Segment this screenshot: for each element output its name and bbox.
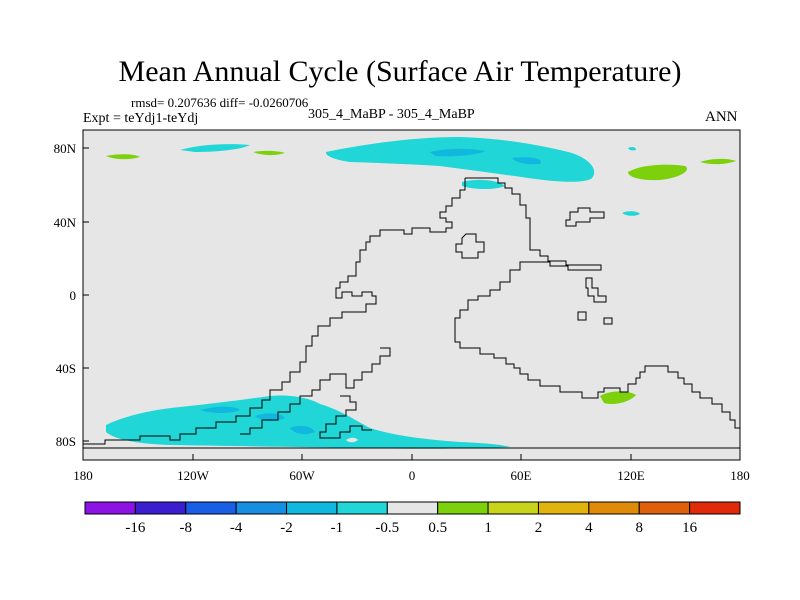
legend-color-box	[537, 501, 590, 515]
legend-label: 2	[535, 520, 543, 536]
cyan-patch-arctic-small	[180, 144, 250, 152]
coastline-island-east	[585, 277, 607, 303]
lat-label: 0	[70, 288, 77, 303]
legend-label: -1	[331, 520, 344, 536]
lon-label: 0	[409, 468, 416, 483]
cyan-patch-siberia	[462, 179, 505, 189]
legend-label: 0.5	[428, 520, 447, 536]
legend-color-box	[185, 501, 237, 515]
green-patch-east-small	[700, 158, 736, 165]
legend-color-box	[134, 501, 187, 515]
run-subtitle: 305_4_MaBP - 305_4_MaBP	[308, 107, 475, 122]
experiment-label: Expt = teYdj1-teYdj	[83, 111, 199, 126]
lon-label: 120E	[617, 468, 645, 483]
green-patch-left	[106, 154, 140, 160]
lat-label: 80N	[54, 141, 77, 156]
lon-label: 180	[730, 468, 750, 483]
legend-color-box	[689, 501, 741, 515]
coastline-interior-east	[455, 233, 485, 259]
map-background	[82, 129, 741, 461]
lat-label: 80S	[56, 434, 76, 449]
legend-color-box	[588, 501, 640, 515]
cyan-patch-arctic-main	[325, 137, 595, 182]
grey-hole-antarctic	[346, 437, 358, 443]
legend-label: -16	[125, 520, 145, 536]
anomaly-shading-north	[106, 137, 736, 216]
season-label: ANN	[705, 109, 738, 125]
legend-label: -4	[230, 520, 243, 536]
lat-label: 40N	[54, 215, 77, 230]
coastline-interior-south	[240, 347, 391, 435]
legend-label: 1	[484, 520, 492, 536]
anomaly-shading-south	[106, 391, 636, 449]
blue-patch-antarctic-a	[200, 406, 240, 413]
lon-label: 60E	[511, 468, 532, 483]
plot-title: Mean Annual Cycle (Surface Air Temperatu…	[118, 55, 682, 88]
legend-color-box	[437, 501, 489, 515]
legend-label: 4	[585, 520, 593, 536]
blue-patch-arctic-core	[430, 148, 485, 157]
coastline-north-landmass	[454, 177, 740, 429]
blue-patch-arctic-inner	[512, 157, 541, 165]
legend-color-box	[235, 501, 288, 515]
lon-label: 60W	[289, 468, 315, 483]
legend-boxes	[84, 501, 741, 515]
coastline-island-small-b	[603, 317, 613, 325]
legend-color-box	[84, 501, 136, 515]
legend-label: 8	[635, 520, 643, 536]
legend-labels: -16 -8 -4 -2 -1 -0.5 0.5 1 2 4 8 16	[125, 520, 697, 536]
rmsd-diff-stats: rmsd= 0.207636 diff= -0.0260706	[131, 95, 309, 110]
green-patch-antarctic-east	[600, 391, 636, 405]
cyan-patch-east-dot	[622, 211, 640, 216]
legend-label: -2	[280, 520, 293, 536]
lon-label: 180	[73, 468, 93, 483]
legend-color-box	[386, 501, 439, 515]
lon-label: 120W	[177, 468, 210, 483]
coastline-island-small-a	[577, 311, 587, 321]
legend-label: -0.5	[375, 520, 399, 536]
legend-color-box	[638, 501, 691, 515]
coastlines	[83, 177, 740, 449]
coastline-antarctic-peninsula	[319, 395, 372, 439]
legend-label: -8	[180, 520, 193, 536]
blue-patch-antarctic-c	[290, 425, 315, 435]
axis-ticks	[82, 147, 741, 460]
coastline-japan	[565, 207, 605, 227]
coastline-interior-west	[83, 178, 466, 445]
legend-color-box	[487, 501, 539, 515]
cyan-patch-top-right	[628, 146, 636, 151]
legend-color-box	[336, 501, 388, 515]
legend-label: 16	[682, 520, 698, 536]
green-patch-east-large	[628, 164, 688, 181]
green-patch-greenland	[253, 150, 285, 156]
lat-label: 40S	[56, 361, 76, 376]
legend-color-box	[286, 501, 338, 515]
